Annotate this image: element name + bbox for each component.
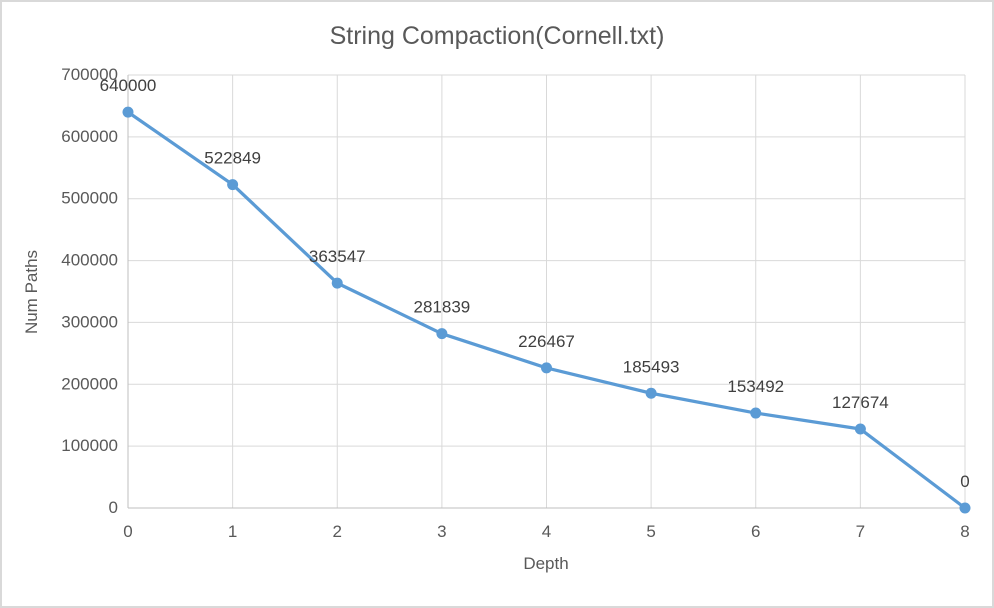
- y-tick-label: 600000: [61, 127, 118, 146]
- axes: [127, 75, 965, 509]
- x-tick-label: 2: [333, 522, 342, 541]
- y-tick-label: 200000: [61, 374, 118, 393]
- x-tick-label: 5: [646, 522, 655, 541]
- x-tick-label: 8: [960, 522, 969, 541]
- data-point: [750, 407, 762, 419]
- data-label: 363547: [309, 247, 366, 266]
- y-tick-label: 400000: [61, 251, 118, 270]
- y-tick-label: 0: [109, 498, 118, 517]
- x-tick-label: 7: [856, 522, 865, 541]
- data-label: 127674: [832, 393, 889, 412]
- y-tick-label: 500000: [61, 189, 118, 208]
- series-num-paths: [122, 106, 971, 514]
- data-point: [541, 362, 552, 374]
- x-tick-label: 0: [123, 522, 132, 541]
- data-label: 640000: [100, 76, 157, 95]
- data-point: [436, 328, 448, 340]
- data-point: [227, 179, 239, 191]
- data-label: 185493: [623, 357, 680, 376]
- gridlines: [127, 74, 966, 509]
- data-label: 522849: [204, 149, 261, 168]
- data-point: [645, 387, 657, 399]
- data-point: [959, 502, 971, 514]
- x-tick-label: 1: [228, 522, 237, 541]
- data-point: [122, 106, 134, 118]
- data-labels: 640000 522849 363547 281839 226467 185493 1534…: [100, 76, 970, 491]
- y-tick-label: 100000: [61, 436, 118, 455]
- tick-labels: 0100000200000300000400000500000600000700…: [61, 65, 969, 541]
- x-axis-title: Depth: [523, 554, 568, 573]
- x-tick-label: 3: [437, 522, 446, 541]
- x-tick-label: 4: [542, 522, 551, 541]
- y-tick-label: 700000: [61, 65, 118, 84]
- y-axis-title: Num Paths: [22, 250, 41, 334]
- x-tick-label: 6: [751, 522, 760, 541]
- data-label: 281839: [414, 298, 471, 317]
- chart-title: String Compaction(Cornell.txt): [330, 22, 665, 50]
- data-label: 153492: [727, 377, 784, 396]
- y-tick-label: 300000: [61, 312, 118, 331]
- data-point: [854, 423, 866, 435]
- data-point: [331, 277, 343, 289]
- data-label: 226467: [518, 332, 575, 351]
- data-label: 0: [960, 472, 969, 491]
